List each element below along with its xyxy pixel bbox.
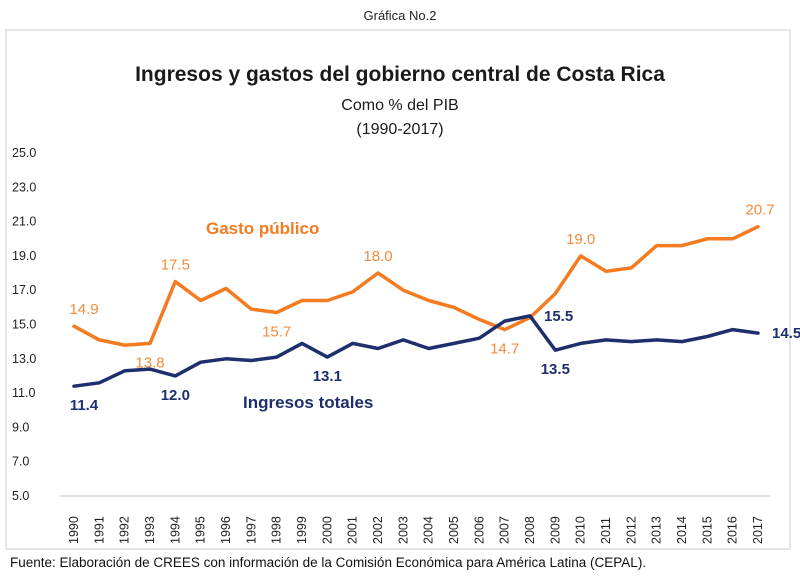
series-line-gasto [72,224,760,347]
series-lines [72,224,760,388]
y-tick-label: 13.0 [12,352,36,366]
y-tick-label: 25.0 [12,146,36,160]
data-label-ingresos: 11.4 [70,397,99,414]
data-label-ingresos: 15.5 [544,308,573,325]
y-tick-label: 19.0 [12,249,36,263]
chart-frame [5,29,791,550]
x-axis: 1990 1991 1992 1993 1994 1995 1996 1997 1998 1999… [60,495,770,544]
x-tick-label: 1995 [194,516,208,544]
y-tick-label: 21.0 [12,215,36,229]
x-tick-label: 2006 [472,516,486,544]
x-tick-label: 1999 [295,516,309,544]
data-label-gasto: 20.7 [745,202,774,219]
data-labels: 14.9 13.8 17.5 15.7 18.0 14.7 19.0 20.7 11.4 12.0… [69,202,800,414]
x-tick-label: 1991 [92,516,106,544]
x-tick-label: 2003 [396,516,410,544]
x-tick-label: 2010 [574,516,588,544]
x-tick-label: 2013 [650,516,664,544]
x-tick-label: 1998 [270,516,284,544]
y-axis: 5.0 7.0 9.0 11.0 13.0 15.0 17.0 19.0 21.0 23.0 25.… [12,146,36,503]
x-tick-label: 1992 [118,516,132,544]
x-tick-label: 1990 [67,516,81,544]
x-tick-label: 2017 [751,516,765,544]
y-tick-label: 5.0 [12,489,29,503]
data-label-gasto: 19.0 [566,231,595,248]
data-label-gasto: 17.5 [161,257,190,274]
series-line-ingresos [72,314,760,388]
data-label-gasto: 18.0 [363,248,392,265]
x-tick-label: 1993 [143,516,157,544]
x-tick-label: 2014 [675,516,689,544]
x-tick-label: 2000 [320,516,334,544]
x-tick-label: 2016 [726,516,740,544]
chart-period: (1990-2017) [356,121,444,138]
y-tick-label: 7.0 [12,455,29,469]
series-label-ingresos: Ingresos totales [243,393,373,412]
chart-subtitle: Como % del PIB [341,97,459,114]
x-tick-label: 2011 [599,517,613,544]
x-tick-label: 2007 [498,516,512,544]
x-tick-label: 2009 [548,516,562,544]
x-tick-label: 2004 [422,516,436,544]
data-label-gasto: 14.7 [490,341,519,358]
figure-caption: Gráfica No.2 [363,8,437,23]
x-tick-label: 1994 [168,516,182,544]
x-tick-label: 2002 [371,516,385,544]
x-tick-label: 2008 [523,516,537,544]
y-tick-label: 9.0 [12,420,29,434]
y-tick-label: 11.0 [12,386,35,400]
x-tick-label: 1996 [219,516,233,544]
x-tick-label: 2012 [624,516,638,544]
x-tick-label: 2005 [447,516,461,544]
data-label-ingresos: 13.5 [541,361,570,378]
data-label-gasto: 13.8 [135,354,164,371]
x-tick-label: 2015 [700,516,714,544]
y-tick-label: 17.0 [12,283,36,297]
data-label-ingresos: 14.5 [772,325,800,342]
data-label-ingresos: 12.0 [161,387,190,404]
y-tick-label: 23.0 [12,180,36,194]
x-tick-label: 1997 [244,516,258,544]
y-tick-label: 15.0 [12,318,36,332]
data-label-gasto: 15.7 [262,323,291,340]
data-label-gasto: 14.9 [69,301,98,318]
chart-title: Ingresos y gastos del gobierno central d… [135,63,665,86]
data-label-ingresos: 13.1 [313,368,342,385]
series-label-gasto: Gasto público [206,219,319,238]
source-note: Fuente: Elaboración de CREES con informa… [10,555,647,570]
x-tick-label: 2001 [346,516,360,544]
